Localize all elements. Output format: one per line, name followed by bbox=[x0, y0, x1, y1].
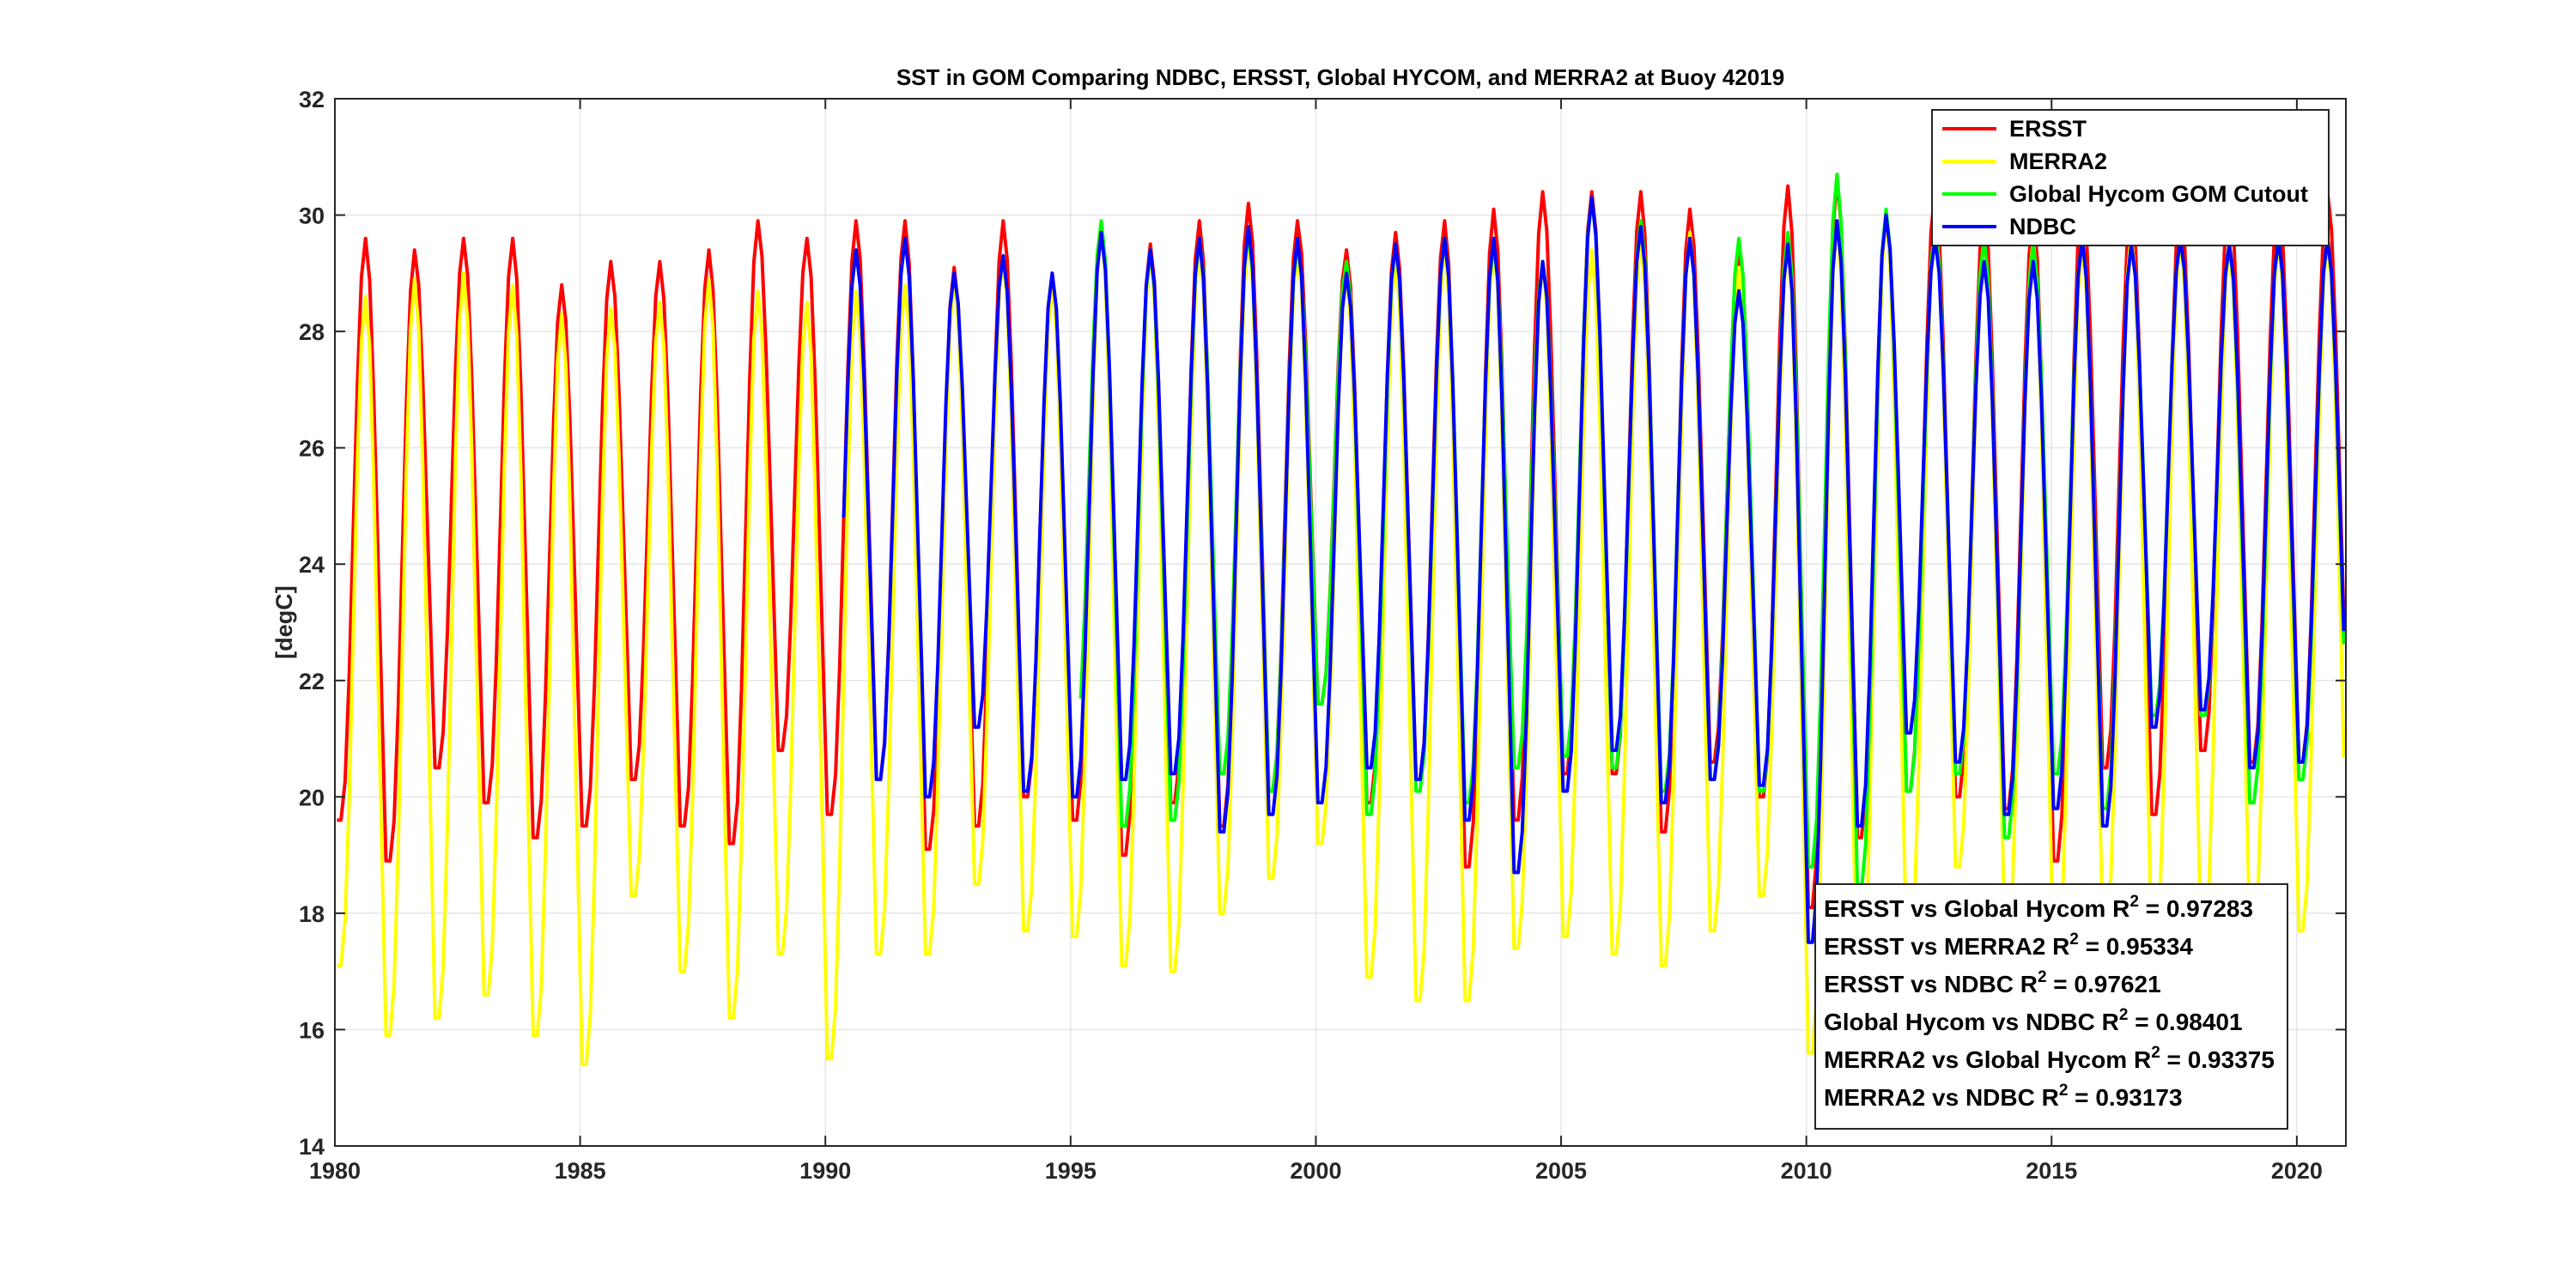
x-tick-label: 2015 bbox=[2026, 1158, 2077, 1184]
series-line-ndbc bbox=[841, 196, 2346, 944]
y-tick-label: 26 bbox=[299, 436, 325, 462]
x-tick-label: 1990 bbox=[799, 1158, 851, 1184]
y-tick-label: 14 bbox=[299, 1134, 325, 1160]
legend-label: NDBC bbox=[2009, 214, 2076, 239]
stat-line: MERRA2 vs Global Hycom R2 = 0.93375 bbox=[1824, 1044, 2275, 1073]
y-tick-label: 28 bbox=[299, 319, 325, 345]
legend-label: MERRA2 bbox=[2009, 149, 2107, 174]
stat-line: ERSST vs MERRA2 R2 = 0.95334 bbox=[1824, 930, 2193, 960]
x-tick-label: 1995 bbox=[1045, 1158, 1097, 1184]
chart-title: SST in GOM Comparing NDBC, ERSST, Global… bbox=[896, 64, 1784, 90]
stat-line: MERRA2 vs NDBC R2 = 0.93173 bbox=[1824, 1082, 2183, 1111]
x-tick-label: 2005 bbox=[1535, 1158, 1587, 1184]
axis-ticks: 1980 1985 1990 1995 2000 2005 2010 2015 2020 14 16… bbox=[299, 87, 2346, 1184]
y-axis-label: [degC] bbox=[271, 585, 297, 658]
stat-line: ERSST vs NDBC R2 = 0.97621 bbox=[1824, 968, 2161, 997]
y-tick-label: 30 bbox=[299, 203, 325, 229]
y-tick-label: 18 bbox=[299, 901, 325, 927]
legend-label: Global Hycom GOM Cutout bbox=[2009, 181, 2308, 207]
x-tick-label: 1980 bbox=[309, 1158, 361, 1184]
y-tick-label: 24 bbox=[299, 552, 325, 578]
legend-label: ERSST bbox=[2009, 116, 2087, 142]
x-tick-label: 2000 bbox=[1290, 1158, 1341, 1184]
correlation-box: ERSST vs Global Hycom R2 = 0.97283 ERSST … bbox=[1814, 883, 2288, 1130]
x-tick-label: 2020 bbox=[2271, 1158, 2323, 1184]
y-tick-label: 20 bbox=[299, 785, 325, 810]
x-tick-label: 2010 bbox=[1781, 1158, 1832, 1184]
stat-line: Global Hycom vs NDBC R2 = 0.98401 bbox=[1824, 1006, 2243, 1035]
legend: ERSST MERRA2 Global Hycom GOM Cutout NDBC bbox=[1931, 109, 2330, 246]
y-tick-label: 32 bbox=[299, 87, 325, 112]
x-tick-label: 1985 bbox=[555, 1158, 606, 1184]
y-tick-label: 22 bbox=[299, 669, 325, 694]
stat-line: ERSST vs Global Hycom R2 = 0.97283 bbox=[1824, 893, 2253, 922]
legend-box bbox=[1931, 109, 2330, 246]
axes-frame bbox=[334, 98, 2347, 1147]
stats-box bbox=[1814, 883, 2288, 1130]
y-tick-label: 16 bbox=[299, 1017, 325, 1043]
